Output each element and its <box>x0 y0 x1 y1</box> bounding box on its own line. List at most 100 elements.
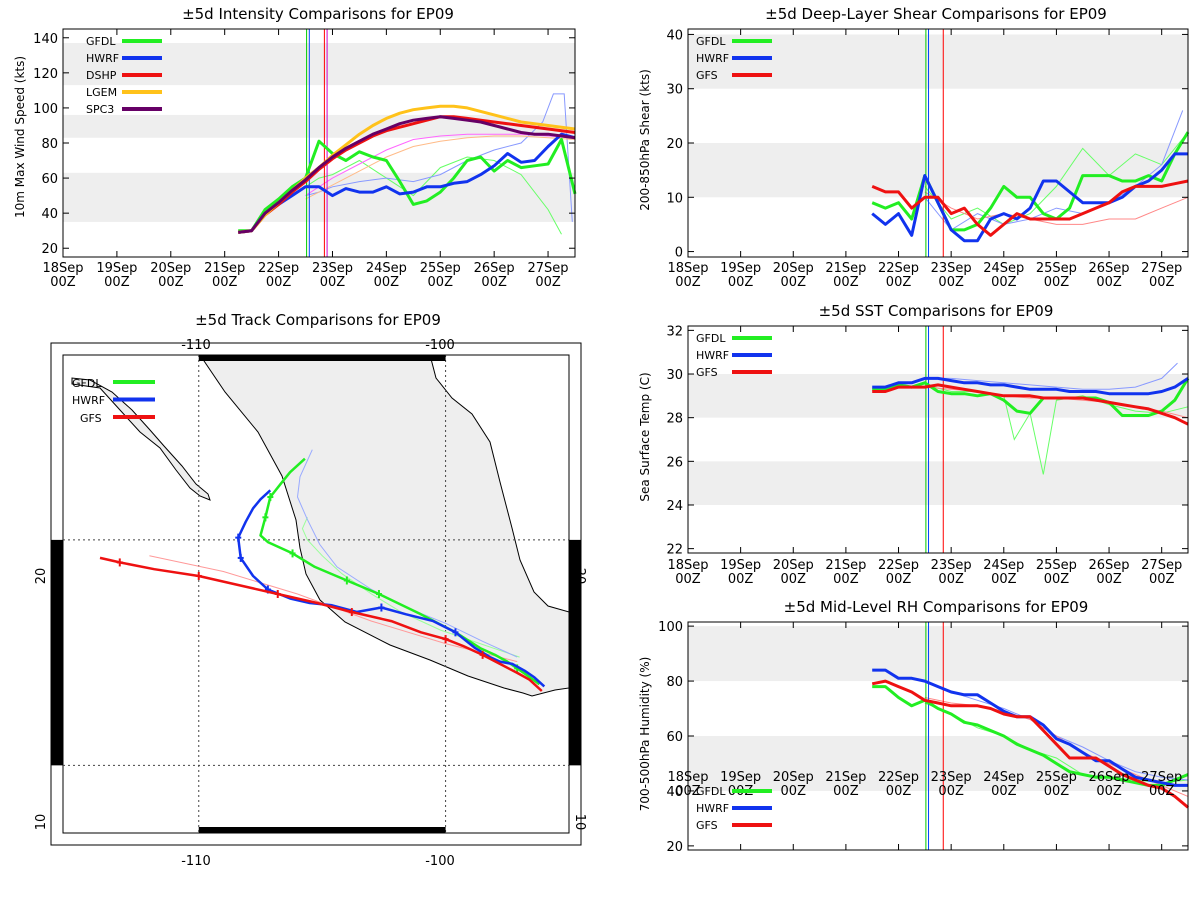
rh-xtick-label-time-7: 00Z <box>1044 784 1070 799</box>
sst-previous-line-1 <box>924 362 1178 390</box>
lon-label-top-100: -100 <box>425 338 455 353</box>
intensity-xtick-label-time-8: 00Z <box>481 275 507 290</box>
track-legend: GFDL HWRF GFS <box>72 377 155 425</box>
rh-xtick-label-time-0: 00Z <box>675 784 701 799</box>
intensity-ytick-label-120: 120 <box>33 67 58 82</box>
intensity-previous-line-1 <box>305 93 573 222</box>
rh-band-1 <box>688 626 1188 682</box>
shear-title: ±5d Deep-Layer Shear Comparisons for EP0… <box>765 5 1107 23</box>
sst-xtick-label-7: 25Sep <box>1036 558 1077 573</box>
baja-california-peninsula <box>71 377 211 501</box>
intensity-ytick-label-80: 80 <box>41 137 58 152</box>
intensity-ytick-label-20: 20 <box>41 242 58 257</box>
shear-xtick-label-time-3: 00Z <box>833 275 859 290</box>
rh-xtick-label-8: 26Sep <box>1089 770 1130 785</box>
shear-xtick-label-4: 22Sep <box>878 261 919 276</box>
shear-xtick-label-time-2: 00Z <box>781 275 807 290</box>
legend-label-gfs: GFS <box>80 412 102 425</box>
rh-xtick-label-0: 18Sep <box>667 770 708 785</box>
shear-xtick-label-5: 23Sep <box>931 261 972 276</box>
lon-label-bottom-100: -100 <box>425 854 455 869</box>
sst-xtick-label-time-1: 00Z <box>728 572 754 587</box>
map-grid <box>63 355 569 833</box>
shear-xtick-label-time-9: 00Z <box>1149 275 1175 290</box>
shear-xtick-label-6: 24Sep <box>983 261 1024 276</box>
rh-ytick-label-100: 100 <box>658 620 683 635</box>
intensity-band-1 <box>63 114 575 138</box>
intensity-legend-label-dshp: DSHP <box>86 69 117 82</box>
rh-legend-label-gfs: GFS <box>696 819 718 832</box>
intensity-xtick-label-time-9: 00Z <box>535 275 561 290</box>
rh-ytick-label-20: 20 <box>666 840 683 855</box>
sst-ytick-label-26: 26 <box>666 455 683 470</box>
rh-ytick-label-60: 60 <box>666 730 683 745</box>
intensity-xtick-label-time-3: 00Z <box>212 275 238 290</box>
shear-legend-label-hwrf: HWRF <box>696 52 729 65</box>
frame-bar-right <box>569 539 581 766</box>
intensity-xtick-label-time-6: 00Z <box>374 275 400 290</box>
shear-xtick-label-time-6: 00Z <box>991 275 1017 290</box>
intensity-xtick-label-0: 18Sep <box>42 261 83 276</box>
sst-xtick-label-0: 18Sep <box>667 558 708 573</box>
rh-xtick-label-time-8: 00Z <box>1096 784 1122 799</box>
shear-xtick-label-time-7: 00Z <box>1044 275 1070 290</box>
sst-xtick-label-time-8: 00Z <box>1096 572 1122 587</box>
sst-chart: ±5d SST Comparisons for EP09 Sea Surface… <box>638 302 1190 587</box>
sst-xtick-label-8: 26Sep <box>1089 558 1130 573</box>
rh-ytick-label-80: 80 <box>666 675 683 690</box>
intensity-band-2 <box>63 43 575 86</box>
rh-xtick-label-time-2: 00Z <box>781 784 807 799</box>
shear-legend-label-gfs: GFS <box>696 69 718 82</box>
frame-bar-bottom <box>198 827 446 833</box>
sst-xtick-label-time-7: 00Z <box>1044 572 1070 587</box>
rh-xtick-label-7: 25Sep <box>1036 770 1077 785</box>
sst-xtick-label-time-3: 00Z <box>833 572 859 587</box>
intensity-xtick-label-time-0: 00Z <box>50 275 76 290</box>
sst-series-hwrf <box>872 376 1189 396</box>
shear-xtick-label-time-8: 00Z <box>1096 275 1122 290</box>
shear-xtick-label-3: 21Sep <box>825 261 866 276</box>
shear-xtick-label-time-0: 00Z <box>675 275 701 290</box>
sst-xtick-label-time-4: 00Z <box>886 572 912 587</box>
sst-title: ±5d SST Comparisons for EP09 <box>819 302 1054 320</box>
sst-legend-label-gfdl: GFDL <box>696 332 726 345</box>
sst-plot-frame <box>687 325 1189 554</box>
intensity-xtick-label-7: 25Sep <box>420 261 461 276</box>
track-title: ±5d Track Comparisons for EP09 <box>195 311 441 329</box>
sst-xtick-label-5: 23Sep <box>931 558 972 573</box>
lon-label-bottom-110: -110 <box>181 854 211 869</box>
sst-xtick-label-time-6: 00Z <box>991 572 1017 587</box>
rh-ytick-label-40: 40 <box>666 785 683 800</box>
intensity-ytick-label-100: 100 <box>33 102 58 117</box>
legend-label-hwrf: HWRF <box>72 394 105 407</box>
intensity-ytick-label-140: 140 <box>33 32 58 47</box>
rh-xtick-label-3: 21Sep <box>825 770 866 785</box>
sst-legend-label-gfs: GFS <box>696 366 718 379</box>
frame-bar-left <box>51 539 63 766</box>
intensity-xtick-label-6: 24Sep <box>366 261 407 276</box>
sst-band-1 <box>688 374 1188 418</box>
shear-xtick-label-7: 25Sep <box>1036 261 1077 276</box>
rh-legend-label-gfdl: GFDL <box>696 785 726 798</box>
mexico-mainland <box>199 354 570 697</box>
sst-xtick-label-time-9: 00Z <box>1149 572 1175 587</box>
forecast-tracks <box>99 457 546 692</box>
sst-ytick-label-30: 30 <box>666 368 683 383</box>
intensity-legend-label-spc3: SPC3 <box>86 103 114 116</box>
intensity-legend-label-gfdl: GFDL <box>86 35 116 48</box>
intensity-series-hwrf <box>238 132 576 234</box>
rh-xtick-label-time-4: 00Z <box>886 784 912 799</box>
intensity-legend-label-hwrf: HWRF <box>86 52 119 65</box>
intensity-band-0 <box>63 172 575 222</box>
sst-ytick-label-32: 32 <box>666 324 683 339</box>
track-map: ±5d Track Comparisons for EP09 GFDL HWRF… <box>34 311 587 869</box>
shear-previous-line-1 <box>924 110 1184 231</box>
shear-ytick-label-10: 10 <box>666 191 683 206</box>
sst-xtick-label-1: 19Sep <box>720 558 761 573</box>
intensity-legend-label-lgem: LGEM <box>86 86 117 99</box>
legend-label-gfdl: GFDL <box>72 377 102 390</box>
rh-xtick-label-5: 23Sep <box>931 770 972 785</box>
intensity-xtick-label-8: 26Sep <box>474 261 515 276</box>
intensity-chart: ±5d Intensity Comparisons for EP09 10m M… <box>13 5 577 290</box>
shear-band-0 <box>688 143 1188 198</box>
